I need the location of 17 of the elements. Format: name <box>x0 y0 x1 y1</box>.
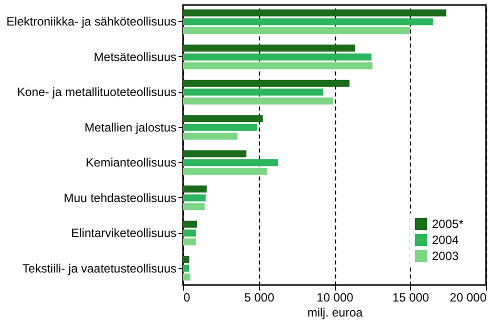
legend-label: 2004 <box>432 233 460 247</box>
y-tick-label: Metallien jalostus <box>84 120 176 134</box>
x-tick-label: 0 <box>184 290 190 304</box>
y-tick-label: Metsäteollisuus <box>94 50 176 64</box>
y-tick-label: Kone- ja metallituoteteollisuus <box>17 85 176 100</box>
x-axis-title: milj. euroa <box>307 306 363 320</box>
x-tick-label: 10 000 <box>316 290 354 304</box>
y-tick-label: Elektroniikka- ja sähköteollisuus <box>6 14 176 29</box>
x-tick-label: 5 000 <box>244 290 275 304</box>
legend-label: 2005* <box>432 217 464 231</box>
legend-label: 2003 <box>432 249 460 263</box>
y-tick-label: Elintarviketeollisuus <box>71 226 176 240</box>
y-tick-label: Muu tehdasteollisuus <box>64 190 176 205</box>
x-tick-label: 15 000 <box>392 290 430 304</box>
y-tick-label: Tekstiili- ja vaatetusteollisuus <box>22 261 176 276</box>
x-tick-label: 20 000 <box>450 290 487 304</box>
y-tick-label: Kemianteollisuus <box>86 156 176 170</box>
